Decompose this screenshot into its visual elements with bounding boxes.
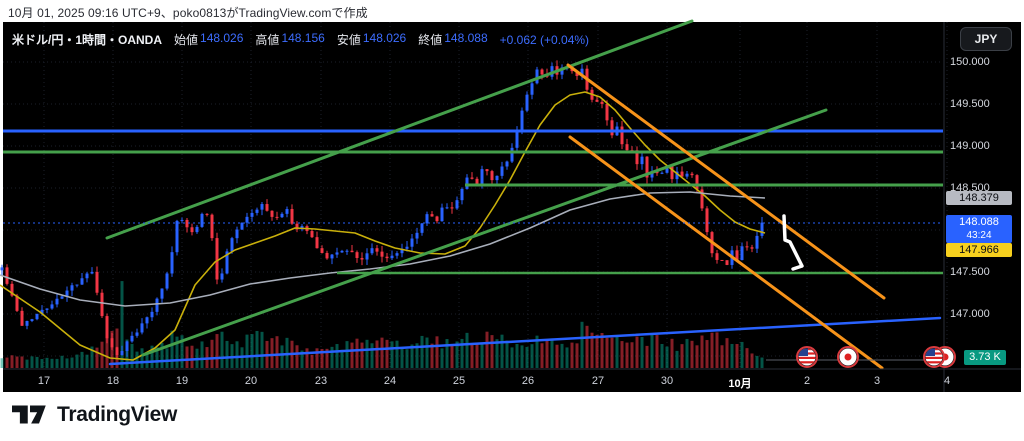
volume-value-label: 3.73 K xyxy=(964,350,1006,365)
currency-toggle-button[interactable]: JPY xyxy=(960,27,1012,51)
date-tick-27: 27 xyxy=(591,375,605,387)
ma-slow-value-label: 148.379 xyxy=(946,191,1012,205)
date-tick-25: 25 xyxy=(452,375,466,387)
trend-line-1[interactable] xyxy=(141,108,828,357)
date-tick-2: 2 xyxy=(803,375,811,387)
event-marker-us[interactable] xyxy=(796,346,818,368)
price-tick-147.000: 147.000 xyxy=(950,308,990,320)
price-tick-149.500: 149.500 xyxy=(950,98,990,110)
ohlc-close: 終値 148.088 xyxy=(418,31,488,47)
date-tick-19: 19 xyxy=(175,375,189,387)
ma-fast-value-label: 147.966 xyxy=(946,243,1012,257)
attribution-text: 10月 01, 2025 09:16 UTC+9、poko0813がTradin… xyxy=(8,6,368,20)
trend-line-2[interactable] xyxy=(108,316,942,366)
last-price-value: 148.088 xyxy=(959,216,999,228)
date-tick-4: 4 xyxy=(943,375,951,387)
price-tick-148.500: 148.500 xyxy=(950,182,990,194)
trend-line-4[interactable] xyxy=(568,135,884,370)
tradingview-logo-icon xyxy=(12,405,46,424)
tradingview-logo[interactable]: TradingView xyxy=(12,401,177,428)
last-price-label: 148.088 43:24 xyxy=(946,215,1012,243)
trend-line-0[interactable] xyxy=(105,19,694,240)
ohlc-low: 安値 148.026 xyxy=(336,31,407,47)
chart-legend: 米ドル/円・1時間・OANDA 始値 148.026 高値 148.156 安値 14… xyxy=(12,31,589,48)
date-tick-23: 23 xyxy=(314,375,328,387)
date-tick-3: 3 xyxy=(873,375,881,387)
bar-countdown: 43:24 xyxy=(966,230,992,241)
date-tick-18: 18 xyxy=(106,375,120,387)
candles xyxy=(0,60,764,360)
tradingview-logo-text: TradingView xyxy=(57,402,178,426)
date-tick-26: 26 xyxy=(521,375,535,387)
ohlc-open: 始値 148.026 xyxy=(174,31,244,47)
price-change: +0.062 (+0.04%) xyxy=(499,32,590,47)
symbol-title: 米ドル/円・1時間・OANDA xyxy=(12,33,163,47)
price-tick-147.500: 147.500 xyxy=(950,266,990,278)
trend-line-3[interactable] xyxy=(566,63,886,300)
event-marker-pair[interactable] xyxy=(923,346,956,368)
price-tick-149.000: 149.000 xyxy=(950,140,990,152)
event-markers xyxy=(796,346,956,368)
date-tick-17: 17 xyxy=(37,375,51,387)
date-tick-30: 30 xyxy=(660,375,674,387)
event-marker-jp[interactable] xyxy=(837,346,859,368)
chart-pane[interactable] xyxy=(3,22,1021,392)
price-tick-150.000: 150.000 xyxy=(950,56,990,68)
date-tick-20: 20 xyxy=(244,375,258,387)
ohlc-high: 高値 148.156 xyxy=(255,31,325,47)
gridlines xyxy=(3,22,948,369)
drawn-arrow-annotation[interactable] xyxy=(782,214,804,271)
date-tick-10月: 10月 xyxy=(728,378,752,390)
date-tick-24: 24 xyxy=(383,375,397,387)
